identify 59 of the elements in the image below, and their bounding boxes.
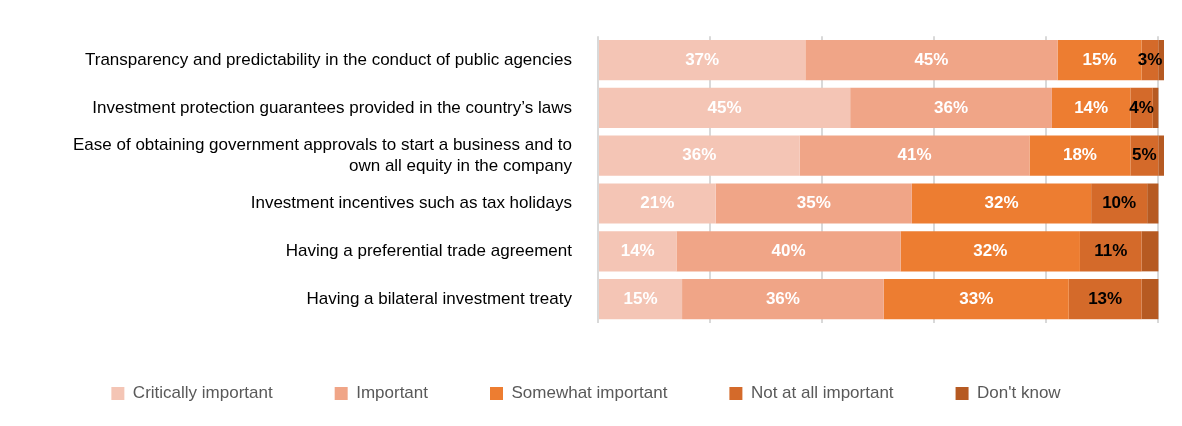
bar [1141, 231, 1159, 272]
bar [1079, 231, 1142, 272]
data-label: 36% [934, 97, 969, 117]
data-label: 18% [1062, 145, 1097, 165]
data-label: 37% [685, 49, 720, 69]
bar [1141, 279, 1159, 320]
bar [599, 40, 806, 81]
data-label: 21% [640, 193, 675, 213]
data-label: 36% [682, 145, 717, 165]
bar [599, 135, 800, 176]
y-tick-label: Investment protection guarantees provided in the country’s laws [92, 97, 572, 117]
y-tick-label: Ease of obtaining government approvals to start a business and to own all equity in the company [73, 135, 573, 175]
legend-label: Critically important [132, 383, 273, 403]
data-label: 35% [796, 193, 831, 213]
y-tick-label: Transparency and predictability in the conduct of public agencies [85, 49, 572, 69]
data-label: 5% [1132, 145, 1157, 165]
data-label: 33% [959, 288, 994, 308]
y-tick-label: Having a bilateral investment treaty [306, 288, 573, 308]
data-label: 14% [1074, 97, 1109, 117]
legend-label: Don't know [977, 383, 1062, 403]
data-label: 32% [973, 240, 1008, 260]
data-label: 14% [620, 240, 655, 260]
data-label: 11% [1094, 240, 1128, 260]
bar [1147, 183, 1159, 224]
bar [1091, 183, 1148, 224]
bar [599, 183, 716, 224]
data-label: 15% [1082, 49, 1117, 69]
bar [599, 231, 677, 272]
bar [911, 183, 1092, 224]
bar [1158, 135, 1164, 176]
data-label: 4% [1129, 97, 1154, 117]
data-label: 15% [623, 288, 658, 308]
data-label: 40% [771, 240, 806, 260]
data-label: 32% [984, 193, 1019, 213]
legend-label: Not at all important [750, 383, 894, 403]
bar [883, 279, 1069, 320]
data-label: 36% [765, 288, 800, 308]
bar [599, 87, 851, 128]
bar [900, 231, 1080, 272]
data-label: 13% [1088, 288, 1123, 308]
bar [799, 135, 1030, 176]
data-label: 3% [1137, 49, 1163, 69]
bar [676, 231, 901, 272]
legend-label: Somewhat important [511, 383, 668, 403]
bar [682, 279, 884, 320]
bar [805, 40, 1058, 81]
bar [850, 87, 1052, 128]
legend-label: Important [356, 383, 429, 403]
bar [1068, 279, 1142, 320]
bar [599, 279, 683, 320]
y-tick-label: Having a preferential trade agreement [285, 240, 573, 260]
bar [1051, 87, 1131, 128]
bar [715, 183, 912, 224]
data-label: 45% [707, 97, 742, 117]
data-label: 45% [914, 49, 949, 69]
data-label: 10% [1102, 193, 1137, 213]
data-label: 41% [897, 145, 932, 165]
y-tick-label: Investment incentives such as tax holidays [250, 193, 572, 213]
bar [1029, 135, 1131, 176]
